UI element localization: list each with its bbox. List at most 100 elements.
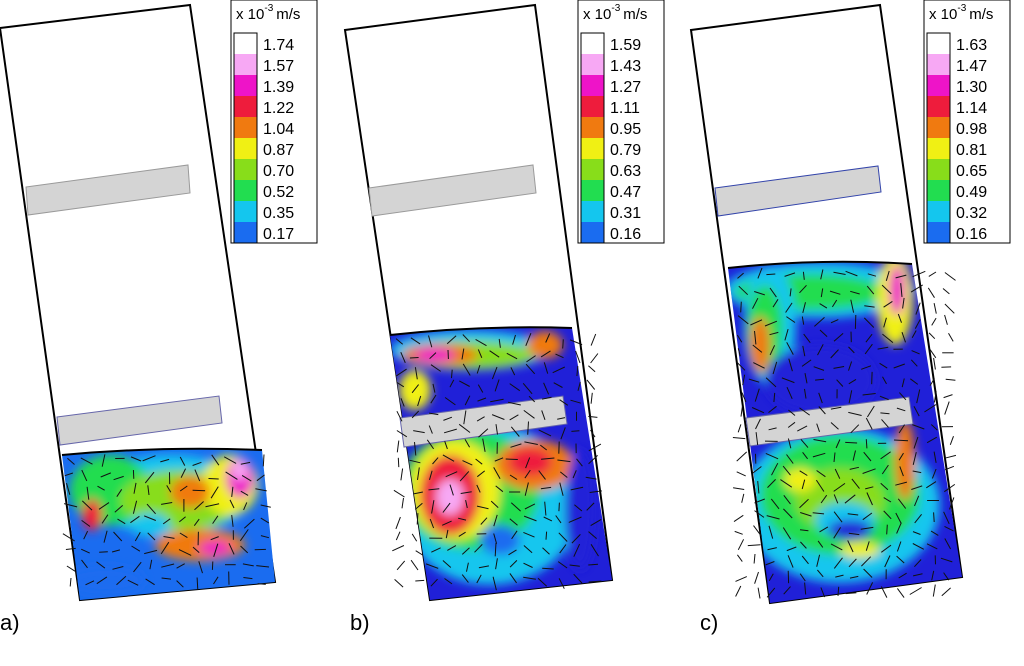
velocity-vector [432, 383, 436, 393]
velocity-vector [819, 329, 828, 337]
velocity-vector [62, 533, 75, 542]
velocity-vector [260, 535, 270, 539]
velocity-vector [395, 338, 404, 345]
velocity-vector [142, 455, 156, 462]
velocity-vector [231, 486, 234, 497]
velocity-vector [896, 407, 906, 412]
velocity-vector [737, 424, 742, 433]
velocity-vector [576, 366, 579, 377]
velocity-vector [929, 378, 935, 386]
velocity-vector [229, 499, 235, 509]
velocity-vector [942, 288, 950, 295]
velocity-vector [931, 317, 937, 326]
velocity-vector [850, 424, 860, 434]
velocity-vector [212, 515, 219, 524]
velocity-vector [132, 500, 138, 514]
velocity-vector [395, 531, 401, 541]
velocity-vector [945, 378, 956, 381]
legend-swatch-2 [581, 75, 604, 96]
legend-value-c-8: 0.32 [956, 205, 987, 222]
vectors-b [392, 333, 602, 591]
velocity-vector [176, 580, 184, 588]
velocity-vector [67, 457, 75, 465]
velocity-vector [240, 545, 249, 554]
velocity-vector [585, 476, 597, 480]
velocity-vector [231, 515, 234, 527]
velocity-vector [208, 478, 219, 480]
velocity-vector [417, 467, 420, 480]
velocity-vector [801, 555, 809, 565]
velocity-vector [260, 504, 271, 508]
legend-value-b-9: 0.16 [610, 226, 641, 243]
velocity-vector [733, 487, 745, 490]
velocity-vector [931, 468, 937, 479]
velocity-vector [441, 520, 452, 526]
velocity-vector [898, 424, 906, 434]
velocity-vector [176, 563, 185, 569]
velocity-vector [432, 457, 439, 465]
velocity-vector [590, 333, 597, 346]
velocity-vector [498, 338, 501, 348]
velocity-vector [940, 557, 953, 563]
velocity-vector [865, 417, 873, 430]
velocity-vector [799, 470, 808, 476]
velocity-vector [816, 470, 826, 478]
velocity-vector [781, 377, 795, 384]
velocity-vector [802, 451, 808, 460]
velocity-vector [860, 526, 874, 530]
velocity-vector [909, 587, 922, 595]
velocity-vector [83, 530, 89, 540]
velocity-vector [916, 389, 921, 404]
velocity-vector [543, 516, 553, 522]
velocity-vector [409, 357, 419, 359]
velocity-vector [752, 297, 759, 309]
velocity-vector [830, 422, 839, 430]
velocity-vector [752, 344, 763, 353]
velocity-vector [866, 492, 873, 506]
velocity-vector [927, 287, 935, 298]
velocity-vector [800, 512, 812, 517]
velocity-vector [430, 394, 437, 404]
velocity-vector [804, 388, 807, 399]
velocity-vector [464, 439, 471, 448]
velocity-vector [81, 559, 88, 569]
velocity-vector [442, 454, 455, 462]
velocity-vector [865, 439, 868, 449]
velocity-vector [910, 359, 918, 367]
velocity-vector [588, 580, 602, 583]
velocity-vector [507, 401, 521, 406]
velocity-vector [766, 515, 780, 520]
velocity-vector [589, 490, 602, 493]
velocity-vector [81, 519, 91, 527]
velocity-vector [836, 379, 844, 387]
velocity-vector [877, 346, 889, 350]
velocity-vector [494, 457, 504, 462]
velocity-vector [897, 498, 907, 509]
legend-value-c-9: 0.16 [956, 226, 987, 243]
velocity-vector [525, 333, 532, 346]
velocity-vector [848, 346, 855, 354]
velocity-vector [114, 505, 124, 513]
legend-swatch-6 [581, 159, 604, 180]
velocity-vector [765, 377, 777, 388]
legend-swatch-5 [581, 138, 604, 159]
velocity-vector [882, 333, 894, 343]
velocity-vector [558, 532, 568, 542]
velocity-vector [757, 481, 760, 494]
velocity-vector [772, 299, 779, 308]
velocity-vector [737, 348, 741, 357]
velocity-vector [590, 518, 602, 527]
unit-label-b: x 10-3 m/s [583, 3, 647, 23]
velocity-vector [787, 421, 796, 428]
velocity-vector [829, 290, 841, 295]
velocity-vector [768, 573, 774, 582]
velocity-vector [830, 543, 843, 551]
velocity-vector [848, 411, 862, 416]
velocity-vector [864, 305, 875, 308]
velocity-vector [799, 529, 809, 532]
velocity-vector [845, 592, 857, 595]
panel-label-a: a) [0, 610, 20, 635]
velocity-vector [465, 499, 468, 509]
velocity-vector [223, 456, 237, 464]
velocity-vector [911, 350, 920, 355]
